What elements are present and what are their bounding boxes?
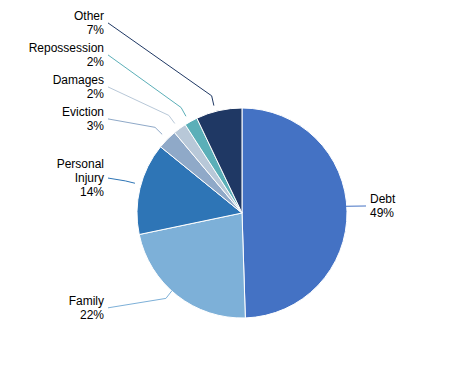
svg-text:Family22%: Family22% [69, 294, 105, 322]
svg-text:Debt49%: Debt49% [370, 192, 396, 220]
svg-text:Eviction3%: Eviction3% [62, 105, 104, 133]
svg-text:Other7%: Other7% [74, 9, 104, 37]
svg-text:Damages2%: Damages2% [53, 73, 105, 101]
svg-text:PersonalInjury14%: PersonalInjury14% [57, 157, 105, 199]
svg-text:Repossession2%: Repossession2% [29, 41, 105, 69]
